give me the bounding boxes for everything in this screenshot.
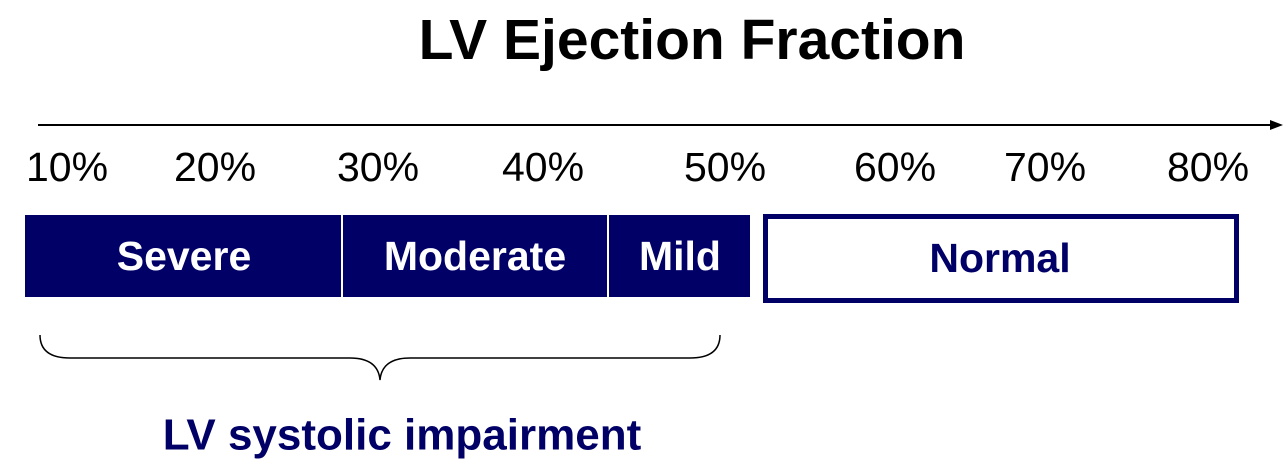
- segment-box: [609, 215, 750, 297]
- brace-label: LV systolic impairment: [163, 411, 642, 460]
- axis-label: 80%: [1167, 144, 1249, 190]
- segment-label: Normal: [929, 235, 1070, 281]
- axis-labels: 10% 20% 30% 40% 50% 60% 70% 80%: [26, 144, 1249, 190]
- segment-label: Mild: [639, 233, 721, 279]
- segment-box: [763, 214, 1239, 303]
- title: LV Ejection Fraction: [419, 8, 966, 72]
- axis-label: 50%: [684, 144, 766, 190]
- axis-label: 30%: [337, 144, 419, 190]
- axis-label: 70%: [1004, 144, 1086, 190]
- segment-box: [343, 215, 607, 297]
- axis-label: 10%: [26, 144, 108, 190]
- axis-label: 20%: [174, 144, 256, 190]
- segment-label: Moderate: [384, 233, 566, 279]
- segment-box: [25, 215, 341, 297]
- axis-label: 60%: [854, 144, 936, 190]
- axis-label: 40%: [502, 144, 584, 190]
- axis-arrow: [1270, 120, 1283, 130]
- segment-label: Severe: [117, 233, 252, 279]
- brace: [39, 334, 721, 381]
